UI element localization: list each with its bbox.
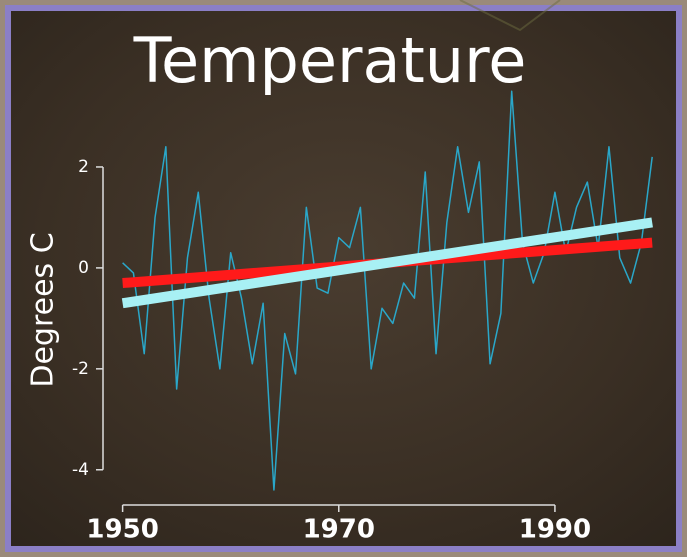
y-tick-label: -4 [72,460,89,480]
frame [5,5,682,552]
decoration [459,0,561,32]
x-tick-label: 1970 [303,515,375,545]
y-axis-label: Degrees C [26,232,61,387]
y-tick-label: 0 [78,258,89,278]
data-line [122,90,653,491]
y-tick-label: -2 [72,359,89,379]
x-tick-label: 1990 [519,515,591,545]
y-tick-label: 2 [78,157,89,177]
trend-line [121,217,653,309]
chart-title: Temperature [133,24,527,97]
x-tick-label: 1950 [86,515,158,545]
